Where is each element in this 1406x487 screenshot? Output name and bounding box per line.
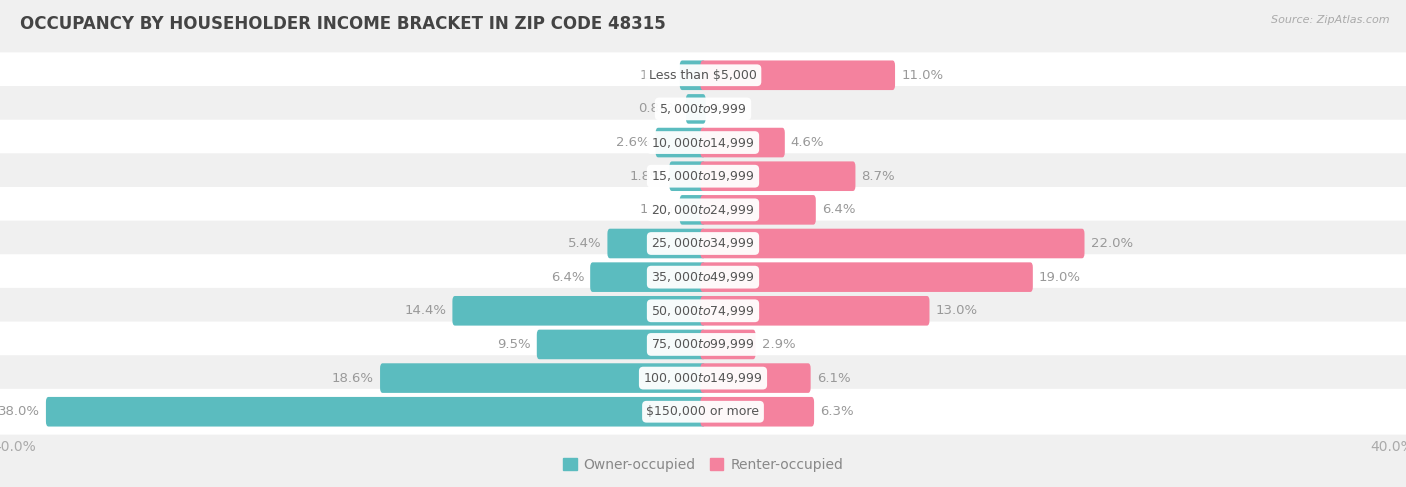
Text: 13.0%: 13.0% (935, 304, 977, 318)
Text: 0.0%: 0.0% (711, 102, 745, 115)
Text: 2.9%: 2.9% (762, 338, 796, 351)
Text: 4.6%: 4.6% (790, 136, 824, 149)
FancyBboxPatch shape (700, 229, 1084, 258)
FancyBboxPatch shape (537, 330, 706, 359)
Text: $100,000 to $149,999: $100,000 to $149,999 (644, 371, 762, 385)
Text: 0.84%: 0.84% (638, 102, 681, 115)
FancyBboxPatch shape (700, 363, 811, 393)
FancyBboxPatch shape (0, 221, 1406, 266)
Text: 6.1%: 6.1% (817, 372, 851, 385)
FancyBboxPatch shape (0, 153, 1406, 199)
FancyBboxPatch shape (700, 195, 815, 225)
Text: 14.4%: 14.4% (405, 304, 446, 318)
Text: Less than $5,000: Less than $5,000 (650, 69, 756, 82)
Text: 1.2%: 1.2% (640, 204, 673, 216)
Text: $10,000 to $14,999: $10,000 to $14,999 (651, 135, 755, 150)
Legend: Owner-occupied, Renter-occupied: Owner-occupied, Renter-occupied (557, 452, 849, 477)
FancyBboxPatch shape (655, 128, 706, 157)
Text: 1.2%: 1.2% (640, 69, 673, 82)
FancyBboxPatch shape (0, 187, 1406, 233)
FancyBboxPatch shape (700, 161, 855, 191)
Text: $5,000 to $9,999: $5,000 to $9,999 (659, 102, 747, 116)
FancyBboxPatch shape (0, 321, 1406, 367)
FancyBboxPatch shape (46, 397, 706, 427)
Text: 1.8%: 1.8% (630, 169, 664, 183)
Text: 38.0%: 38.0% (0, 405, 39, 418)
FancyBboxPatch shape (700, 128, 785, 157)
Text: 11.0%: 11.0% (901, 69, 943, 82)
Text: 19.0%: 19.0% (1039, 271, 1081, 283)
Text: OCCUPANCY BY HOUSEHOLDER INCOME BRACKET IN ZIP CODE 48315: OCCUPANCY BY HOUSEHOLDER INCOME BRACKET … (20, 15, 665, 33)
FancyBboxPatch shape (700, 397, 814, 427)
FancyBboxPatch shape (0, 86, 1406, 132)
FancyBboxPatch shape (380, 363, 706, 393)
FancyBboxPatch shape (0, 355, 1406, 401)
FancyBboxPatch shape (669, 161, 706, 191)
Text: 9.5%: 9.5% (498, 338, 531, 351)
Text: $20,000 to $24,999: $20,000 to $24,999 (651, 203, 755, 217)
FancyBboxPatch shape (0, 120, 1406, 166)
Text: 6.4%: 6.4% (823, 204, 855, 216)
FancyBboxPatch shape (0, 53, 1406, 98)
FancyBboxPatch shape (700, 262, 1033, 292)
FancyBboxPatch shape (679, 195, 706, 225)
Text: $35,000 to $49,999: $35,000 to $49,999 (651, 270, 755, 284)
FancyBboxPatch shape (679, 60, 706, 90)
Text: 5.4%: 5.4% (568, 237, 602, 250)
FancyBboxPatch shape (0, 389, 1406, 434)
Text: 18.6%: 18.6% (332, 372, 374, 385)
Text: $50,000 to $74,999: $50,000 to $74,999 (651, 304, 755, 318)
FancyBboxPatch shape (0, 254, 1406, 300)
FancyBboxPatch shape (453, 296, 706, 326)
Text: $25,000 to $34,999: $25,000 to $34,999 (651, 237, 755, 250)
FancyBboxPatch shape (607, 229, 706, 258)
Text: $15,000 to $19,999: $15,000 to $19,999 (651, 169, 755, 183)
Text: $150,000 or more: $150,000 or more (647, 405, 759, 418)
Text: 2.6%: 2.6% (616, 136, 650, 149)
FancyBboxPatch shape (700, 60, 896, 90)
Text: 8.7%: 8.7% (862, 169, 896, 183)
FancyBboxPatch shape (686, 94, 706, 124)
FancyBboxPatch shape (700, 296, 929, 326)
Text: $75,000 to $99,999: $75,000 to $99,999 (651, 337, 755, 352)
Text: 6.3%: 6.3% (820, 405, 853, 418)
FancyBboxPatch shape (700, 330, 755, 359)
Text: 22.0%: 22.0% (1091, 237, 1133, 250)
Text: 6.4%: 6.4% (551, 271, 583, 283)
FancyBboxPatch shape (591, 262, 706, 292)
FancyBboxPatch shape (0, 288, 1406, 334)
Text: Source: ZipAtlas.com: Source: ZipAtlas.com (1271, 15, 1389, 25)
